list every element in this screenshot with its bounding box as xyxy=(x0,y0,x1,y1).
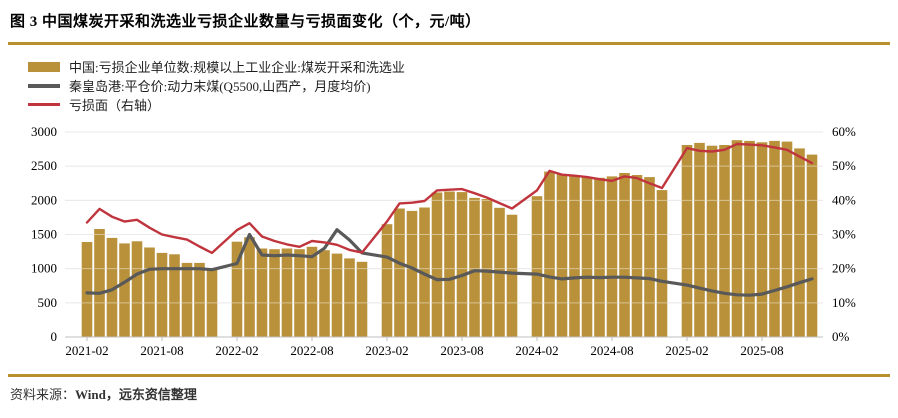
bar xyxy=(181,262,193,337)
bar xyxy=(231,241,243,337)
bar xyxy=(431,192,443,337)
bar xyxy=(719,145,730,337)
right-axis-tick-label: 40% xyxy=(832,192,856,207)
legend-item-loss-ratio-line: 亏损面（右轴） xyxy=(28,95,405,114)
bar xyxy=(294,249,305,337)
bar xyxy=(281,248,293,337)
bar xyxy=(419,207,430,337)
bar xyxy=(619,173,630,337)
bar xyxy=(444,191,455,337)
bar xyxy=(781,141,793,337)
chart-legend: 中国:亏损企业单位数:规模以上工业企业:煤炭开采和洗选业 秦皇岛港:平仓价:动力… xyxy=(28,57,405,114)
bar xyxy=(381,224,393,337)
x-axis-tick-label: 2025-08 xyxy=(740,343,783,358)
bar xyxy=(156,252,168,337)
gray-line-swatch xyxy=(28,83,60,88)
legend-label: 亏损面（右轴） xyxy=(69,98,161,113)
bar xyxy=(94,229,105,337)
bar xyxy=(631,175,643,337)
bar xyxy=(469,197,480,337)
legend-item-price-line: 秦皇岛港:平仓价:动力末煤(Q5500,山西产，月度均价) xyxy=(28,76,405,95)
left-axis-tick-label: 0 xyxy=(51,329,58,344)
bar xyxy=(269,249,280,337)
bar xyxy=(169,254,180,337)
bar xyxy=(406,210,418,337)
chart-title: 图 3 中国煤炭开采和洗选业亏损企业数量与亏损面变化（个，元/吨） xyxy=(10,14,481,30)
bar xyxy=(394,208,405,337)
bar xyxy=(506,214,518,337)
bar xyxy=(256,248,268,337)
bar xyxy=(244,237,255,337)
right-axis-tick-label: 0% xyxy=(832,329,850,344)
bar xyxy=(194,262,205,337)
bar xyxy=(794,148,805,337)
footer-divider-rule xyxy=(8,374,890,377)
bar xyxy=(569,176,580,337)
legend-item-bar-series: 中国:亏损企业单位数:规模以上工业企业:煤炭开采和洗选业 xyxy=(28,57,405,76)
source-note: 资料来源：Wind，远东资信整理 xyxy=(10,384,197,403)
x-axis-tick-label: 2023-02 xyxy=(365,343,408,358)
loss-ratio-line xyxy=(85,142,814,255)
source-label: 资料来源： xyxy=(10,387,76,402)
left-axis-tick-label: 1500 xyxy=(31,227,57,242)
x-axis-tick-label: 2021-08 xyxy=(140,343,183,358)
x-axis-tick-label: 2021-02 xyxy=(65,343,108,358)
left-axis-tick-label: 500 xyxy=(38,295,58,310)
bar xyxy=(706,145,718,337)
x-axis-tick-label: 2022-02 xyxy=(215,343,258,358)
right-axis-tick-label: 30% xyxy=(832,227,856,242)
bar xyxy=(594,177,605,337)
bar xyxy=(106,237,118,337)
bar xyxy=(144,247,155,337)
bar xyxy=(119,243,130,337)
bar xyxy=(756,142,768,338)
bar xyxy=(806,154,818,337)
bar xyxy=(606,176,618,337)
bar xyxy=(531,196,543,337)
bar xyxy=(344,258,355,337)
bar xyxy=(644,177,655,337)
bar xyxy=(206,270,218,337)
bar xyxy=(581,177,593,337)
right-axis-tick-label: 20% xyxy=(832,261,856,276)
price-line xyxy=(85,228,814,297)
bar xyxy=(319,250,330,337)
bar xyxy=(681,145,693,337)
bar xyxy=(769,140,780,337)
bar xyxy=(456,192,468,337)
bar xyxy=(131,241,143,337)
left-axis-tick-label: 1000 xyxy=(31,261,57,276)
left-axis-tick-label: 2500 xyxy=(31,158,57,173)
right-axis-tick-label: 60% xyxy=(832,124,856,139)
bar-series-swatch xyxy=(28,61,60,72)
left-axis-tick-label: 2000 xyxy=(31,192,57,207)
red-line-swatch xyxy=(28,103,60,106)
bar xyxy=(694,142,705,337)
bar xyxy=(656,190,668,337)
left-axis-tick-label: 3000 xyxy=(31,124,57,139)
x-axis-tick-label: 2024-08 xyxy=(590,343,633,358)
bar xyxy=(356,261,368,337)
right-axis-tick-label: 10% xyxy=(832,295,856,310)
bar xyxy=(731,140,743,337)
bar-series xyxy=(81,140,818,338)
source-text: Wind，远东资信整理 xyxy=(75,387,197,402)
bar xyxy=(331,253,343,337)
bar xyxy=(306,246,318,337)
bar xyxy=(481,199,493,337)
x-axis-tick-label: 2023-08 xyxy=(440,343,483,358)
x-axis-tick-label: 2024-02 xyxy=(515,343,558,358)
legend-label: 秦皇岛港:平仓价:动力末煤(Q5500,山西产，月度均价) xyxy=(69,79,371,94)
x-axis-tick-label: 2022-08 xyxy=(290,343,333,358)
bar xyxy=(556,174,568,337)
right-axis-tick-label: 50% xyxy=(832,158,856,173)
bar xyxy=(744,140,755,337)
combo-chart-plot: 0 0% 500 10% 1000 20% 1500 30% 2000 40% 2500 50% 300… xyxy=(31,124,856,358)
legend-label: 中国:亏损企业单位数:规模以上工业企业:煤炭开采和洗选业 xyxy=(69,60,405,75)
title-divider-rule xyxy=(8,42,890,45)
x-axis-tick-label: 2025-02 xyxy=(665,343,708,358)
bar xyxy=(81,242,93,337)
bar xyxy=(544,171,555,337)
